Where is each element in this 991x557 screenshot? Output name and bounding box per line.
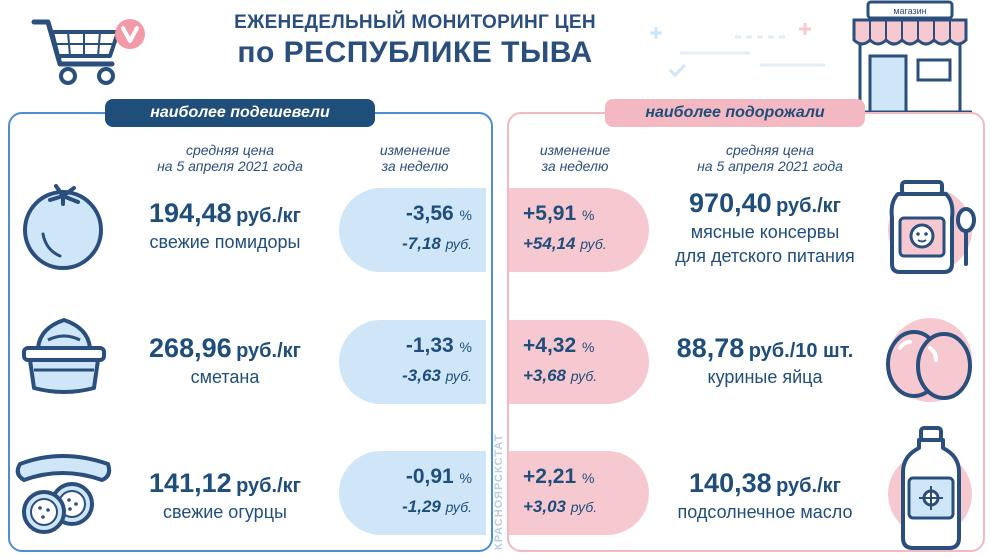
right-row-3-price: 140,38 руб./кг подсолнечное масло <box>650 468 880 523</box>
title-line-2: по РЕСПУБЛИКЕ ТЫВА <box>237 36 593 69</box>
cheaper-tag: наиболее подешевели <box>105 99 375 127</box>
price-unit: руб./кг <box>776 475 841 497</box>
tomato-icon <box>23 184 103 270</box>
price-unit: руб./кг <box>236 475 301 497</box>
watermark: КРАСНОЯРСКСТАТ <box>493 433 505 550</box>
price-unit: руб./10 шт. <box>748 340 854 362</box>
change-percent: -1,33 <box>405 334 454 357</box>
left-row-3-change: -0,91 % -1,29 руб. <box>339 451 486 535</box>
right-row-1-change: +5,91 % +54,14 руб. <box>509 188 649 272</box>
product-name: свежие огурцы <box>163 502 287 522</box>
change-percent: +5,91 <box>523 202 577 225</box>
left-row-2-change: -1,33 % -3,63 руб. <box>339 320 486 404</box>
change-rub: +54,14 <box>523 234 576 253</box>
left-row-1-price: 194,48 руб./кг свежие помидоры <box>110 198 340 253</box>
shop-sign-text: магазин <box>893 6 926 16</box>
price-value: 268,96 <box>149 333 232 363</box>
price-unit: руб./кг <box>776 195 841 217</box>
left-col-price-header: средняя цена на 5 апреля 2021 года <box>157 142 303 174</box>
price-unit: руб./кг <box>236 340 301 362</box>
change-rub: -3,63 <box>402 366 441 385</box>
price-value: 140,38 <box>689 468 772 498</box>
left-row-1-change: -3,56 % -7,18 руб. <box>339 188 486 272</box>
product-name: свежие помидоры <box>149 232 301 252</box>
shop-icon: магазин <box>850 0 972 114</box>
change-percent: -3,56 <box>405 202 454 225</box>
product-name: сметана <box>190 367 260 387</box>
left-row-2-price: 268,96 руб./кг сметана <box>110 333 340 388</box>
sour-cream-icon <box>22 318 106 394</box>
oil-bottle-icon <box>901 426 961 550</box>
change-rub: +3,03 <box>523 497 567 516</box>
left-row-3-price: 141,12 руб./кг свежие огурцы <box>110 468 340 523</box>
change-rub: +3,68 <box>523 366 567 385</box>
change-rub: -1,29 <box>402 497 441 516</box>
shopping-cart-icon <box>31 19 145 85</box>
product-name-line-1: мясные консервы <box>690 222 840 242</box>
product-name: куриные яйца <box>707 367 823 387</box>
baby-food-jar-icon <box>889 180 976 274</box>
right-row-3-change: +2,21 % +3,03 руб. <box>509 451 649 535</box>
product-name-line-2: для детского питания <box>675 246 855 266</box>
product-name: подсолнечное масло <box>677 502 853 522</box>
eggs-icon <box>886 330 972 400</box>
price-value: 194,48 <box>149 198 232 228</box>
left-col-change-header: изменение за неделю <box>379 142 451 174</box>
change-percent: +4,32 <box>523 334 577 357</box>
title-line-1: ЕЖЕНЕДЕЛЬНЫЙ МОНИТОРИНГ ЦЕН <box>234 12 596 33</box>
price-value: 141,12 <box>149 468 232 498</box>
right-col-change-header: изменение за неделю <box>539 142 611 174</box>
right-col-price-header: средняя цена на 5 апреля 2021 года <box>697 142 843 174</box>
pricier-tag: наиболее подорожали <box>605 99 865 127</box>
right-row-2-price: 88,78 руб./10 шт. куриные яйца <box>650 333 880 388</box>
right-row-1-price: 970,40 руб./кг мясные консервы для детск… <box>650 188 880 267</box>
page-title: ЕЖЕНЕДЕЛЬНЫЙ МОНИТОРИНГ ЦЕН по РЕСПУБЛИК… <box>200 12 630 70</box>
decorative-sparkles <box>650 23 825 78</box>
price-value: 88,78 <box>676 333 745 363</box>
cucumber-icon <box>15 454 112 534</box>
right-row-2-change: +4,32 % +3,68 руб. <box>509 320 649 404</box>
change-percent: +2,21 <box>523 465 577 488</box>
price-value: 970,40 <box>689 188 772 218</box>
price-unit: руб./кг <box>236 205 301 227</box>
change-rub: -7,18 <box>402 234 441 253</box>
change-percent: -0,91 <box>405 465 454 488</box>
